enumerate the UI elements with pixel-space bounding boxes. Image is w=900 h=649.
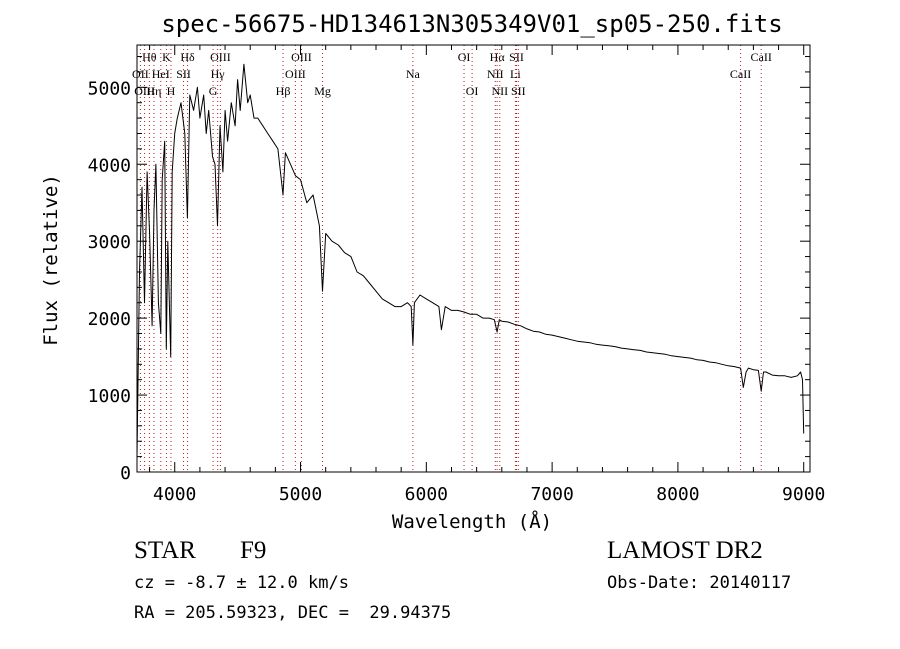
line-label-7: H bbox=[167, 84, 176, 98]
line-label-11: G bbox=[209, 84, 218, 98]
y-tick-label-4: 4000 bbox=[88, 155, 131, 176]
x-axis-label: Wavelength (Å) bbox=[392, 510, 552, 533]
line-label-1: OII bbox=[132, 67, 149, 81]
line-label-10: Hγ bbox=[211, 67, 226, 81]
y-tick-label-3: 3000 bbox=[88, 232, 131, 253]
line-label-13: OIII bbox=[285, 67, 306, 81]
x-tick-label-2: 6000 bbox=[405, 484, 448, 505]
line-label-0: Hθ bbox=[142, 50, 157, 64]
y-tick-label-0: 0 bbox=[120, 463, 131, 484]
plot-frame bbox=[136, 44, 811, 473]
y-tick-label-1: 1000 bbox=[88, 386, 131, 407]
x-tick-label-4: 8000 bbox=[656, 484, 699, 505]
line-label-25: CaII bbox=[751, 50, 772, 64]
line-label-21: NII bbox=[491, 84, 508, 98]
line-label-18: OI bbox=[466, 84, 479, 98]
redshift-text: cz = -8.7 ± 12.0 km/s bbox=[134, 573, 349, 593]
coordinates-text: RA = 205.59323, DEC = 29.94375 bbox=[134, 603, 452, 623]
obs-date-text: Obs-Date: 20140117 bbox=[607, 573, 792, 593]
line-label-16: Na bbox=[406, 67, 421, 81]
object-subclass: F9 bbox=[240, 537, 267, 564]
line-label-20: NII bbox=[487, 67, 504, 81]
line-label-8: Hδ bbox=[180, 50, 195, 64]
x-tick-label-5: 9000 bbox=[782, 484, 825, 505]
line-label-2: Hη bbox=[147, 84, 162, 98]
line-label-9: OIII bbox=[210, 50, 231, 64]
line-label-12: OIII bbox=[291, 50, 312, 64]
x-tick-label-1: 5000 bbox=[279, 484, 322, 505]
line-label-17: OI bbox=[458, 50, 471, 64]
x-tick-label-3: 7000 bbox=[530, 484, 573, 505]
spectrum-line bbox=[136, 63, 805, 457]
object-class: STAR bbox=[134, 537, 196, 564]
line-label-15: Mg bbox=[314, 84, 331, 98]
line-label-24: SII bbox=[511, 84, 526, 98]
survey-label: LAMOST DR2 bbox=[607, 537, 763, 564]
y-axis-label: Flux (relative) bbox=[40, 174, 62, 346]
y-tick-label-2: 2000 bbox=[88, 309, 131, 330]
line-label-26: CaII bbox=[730, 67, 751, 81]
line-label-4: K bbox=[162, 50, 171, 64]
x-tick-label-0: 4000 bbox=[153, 484, 196, 505]
y-tick-label-5: 5000 bbox=[88, 78, 131, 99]
line-label-23: Li bbox=[510, 67, 521, 81]
line-label-19: Hα bbox=[490, 50, 506, 64]
line-label-5: HeI bbox=[152, 67, 170, 81]
line-label-14: Hβ bbox=[276, 84, 291, 98]
line-label-22: SII bbox=[509, 50, 524, 64]
spectrum-plot bbox=[136, 63, 805, 457]
line-label-6: SII bbox=[176, 67, 191, 81]
axes: 4000 5000 6000 7000 8000 9000 0 1000 2000 3000 400… bbox=[88, 45, 825, 505]
chart-title: spec-56675-HD134613N305349V01_sp05-250.f… bbox=[161, 10, 782, 38]
